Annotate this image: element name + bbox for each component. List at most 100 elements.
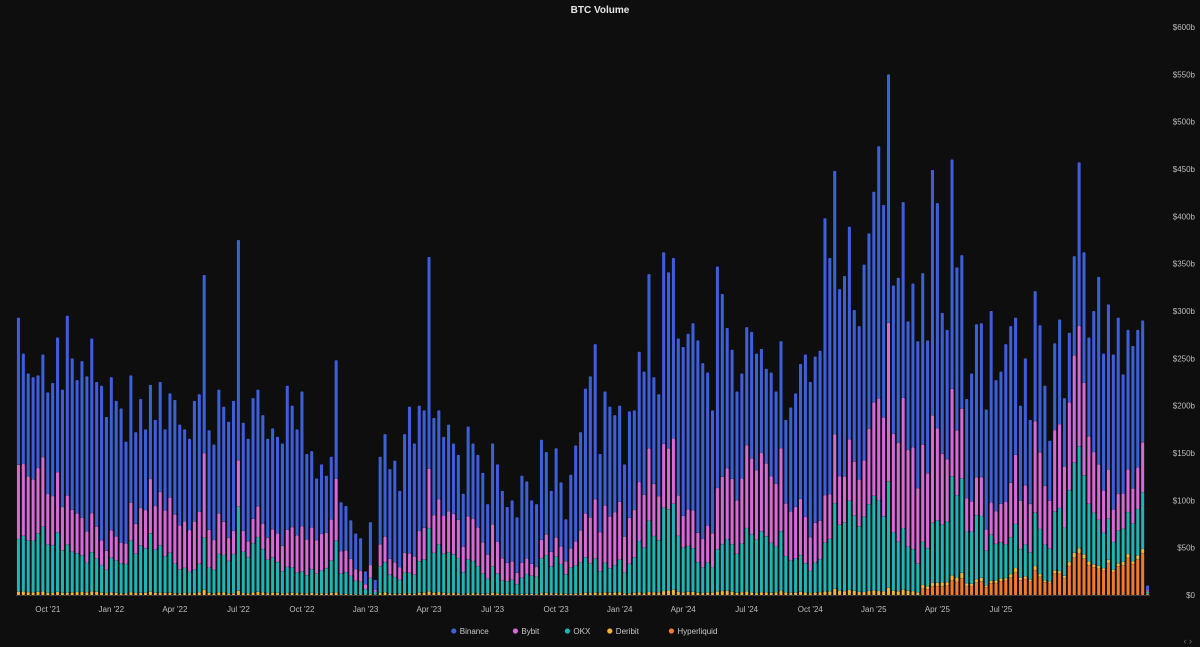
- bar-binance[interactable]: [544, 452, 548, 535]
- bar-bybit[interactable]: [979, 477, 983, 516]
- bar-okx[interactable]: [305, 575, 309, 594]
- bar-bybit[interactable]: [212, 539, 216, 570]
- bar-bybit[interactable]: [21, 464, 25, 536]
- bar-bybit[interactable]: [500, 558, 504, 581]
- bar-okx[interactable]: [432, 552, 436, 593]
- bar-binance[interactable]: [173, 399, 177, 515]
- bar-binance[interactable]: [769, 372, 773, 477]
- bar-binance[interactable]: [178, 424, 182, 526]
- bar-okx[interactable]: [676, 535, 680, 592]
- bar-bybit[interactable]: [535, 567, 539, 577]
- bar-bybit[interactable]: [403, 552, 407, 573]
- bar-deribit[interactable]: [833, 588, 837, 595]
- bar-deribit[interactable]: [911, 591, 915, 595]
- bar-deribit[interactable]: [642, 593, 646, 595]
- bar-okx[interactable]: [222, 555, 226, 593]
- bar-binance[interactable]: [119, 408, 123, 543]
- bar-okx[interactable]: [921, 541, 925, 585]
- bar-bybit[interactable]: [139, 508, 143, 546]
- bar-deribit[interactable]: [686, 591, 690, 595]
- bar-okx[interactable]: [960, 478, 964, 573]
- bar-okx[interactable]: [427, 528, 431, 592]
- bar-deribit[interactable]: [627, 593, 631, 595]
- bar-deribit[interactable]: [168, 592, 172, 595]
- bar-deribit[interactable]: [891, 590, 895, 595]
- bar-bybit[interactable]: [627, 517, 631, 564]
- bar-bybit[interactable]: [334, 478, 338, 541]
- bar-okx[interactable]: [451, 554, 455, 594]
- bar-hyperliquid[interactable]: [1058, 573, 1062, 595]
- bar-okx[interactable]: [1004, 544, 1008, 579]
- bar-deribit[interactable]: [598, 592, 602, 595]
- bar-deribit[interactable]: [344, 593, 348, 595]
- bar-bybit[interactable]: [1141, 442, 1145, 493]
- bar-deribit[interactable]: [1106, 559, 1110, 564]
- bar-bybit[interactable]: [1048, 500, 1052, 549]
- bar-deribit[interactable]: [784, 592, 788, 596]
- bar-bybit[interactable]: [530, 563, 534, 576]
- bar-okx[interactable]: [261, 549, 265, 593]
- bar-okx[interactable]: [403, 572, 407, 594]
- bar-deribit[interactable]: [1009, 574, 1013, 578]
- bar-okx[interactable]: [593, 558, 597, 593]
- bar-deribit[interactable]: [21, 591, 25, 595]
- bar-binance[interactable]: [735, 391, 739, 501]
- bar-deribit[interactable]: [285, 593, 289, 595]
- bar-bybit[interactable]: [26, 476, 30, 541]
- legend-swatch-binance[interactable]: [451, 628, 457, 634]
- bar-okx[interactable]: [515, 584, 519, 595]
- bar-binance[interactable]: [1062, 398, 1066, 467]
- bar-hyperliquid[interactable]: [970, 586, 974, 595]
- bar-deribit[interactable]: [417, 592, 421, 595]
- bar-binance[interactable]: [236, 240, 240, 461]
- bar-okx[interactable]: [750, 534, 754, 593]
- bar-deribit[interactable]: [1048, 581, 1052, 583]
- bar-bybit[interactable]: [1004, 501, 1008, 545]
- bar-deribit[interactable]: [241, 593, 245, 595]
- bar-binance[interactable]: [701, 363, 705, 539]
- bar-hyperliquid[interactable]: [945, 585, 949, 595]
- bar-binance[interactable]: [398, 490, 402, 568]
- bar-okx[interactable]: [232, 553, 236, 594]
- bar-binance[interactable]: [315, 478, 319, 541]
- bar-deribit[interactable]: [764, 592, 768, 595]
- bar-bybit[interactable]: [197, 511, 201, 564]
- bar-okx[interactable]: [505, 581, 509, 594]
- bar-hyperliquid[interactable]: [1014, 572, 1018, 595]
- bar-okx[interactable]: [163, 556, 167, 593]
- bar-deribit[interactable]: [114, 592, 118, 595]
- bar-deribit[interactable]: [466, 593, 470, 595]
- bar-deribit[interactable]: [520, 593, 524, 595]
- bar-binance[interactable]: [1146, 585, 1150, 591]
- bar-deribit[interactable]: [388, 593, 392, 595]
- bar-deribit[interactable]: [926, 586, 930, 590]
- bar-bybit[interactable]: [95, 526, 99, 559]
- bar-binance[interactable]: [970, 373, 974, 502]
- legend-swatch-okx[interactable]: [564, 628, 571, 634]
- bar-deribit[interactable]: [183, 592, 187, 595]
- bar-bybit[interactable]: [745, 445, 749, 529]
- bar-deribit[interactable]: [212, 593, 216, 595]
- bar-okx[interactable]: [271, 557, 275, 593]
- bar-binance[interactable]: [740, 373, 744, 479]
- bar-binance[interactable]: [486, 504, 490, 555]
- bar-deribit[interactable]: [432, 592, 436, 595]
- bar-bybit[interactable]: [906, 450, 910, 547]
- bar-binance[interactable]: [647, 274, 651, 449]
- bar-okx[interactable]: [1018, 549, 1022, 578]
- bar-bybit[interactable]: [46, 494, 50, 545]
- bar-binance[interactable]: [623, 464, 627, 537]
- bar-bybit[interactable]: [271, 529, 275, 558]
- bar-bybit[interactable]: [559, 546, 563, 564]
- bar-binance[interactable]: [124, 441, 128, 544]
- bar-okx[interactable]: [1106, 518, 1110, 560]
- bar-okx[interactable]: [398, 579, 402, 594]
- bar-okx[interactable]: [906, 546, 910, 591]
- bar-binance[interactable]: [129, 375, 133, 503]
- bar-deribit[interactable]: [847, 589, 851, 595]
- bar-binance[interactable]: [368, 522, 372, 566]
- bar-binance[interactable]: [207, 430, 211, 530]
- bar-deribit[interactable]: [637, 592, 641, 595]
- bar-okx[interactable]: [192, 569, 196, 593]
- bar-bybit[interactable]: [65, 495, 69, 545]
